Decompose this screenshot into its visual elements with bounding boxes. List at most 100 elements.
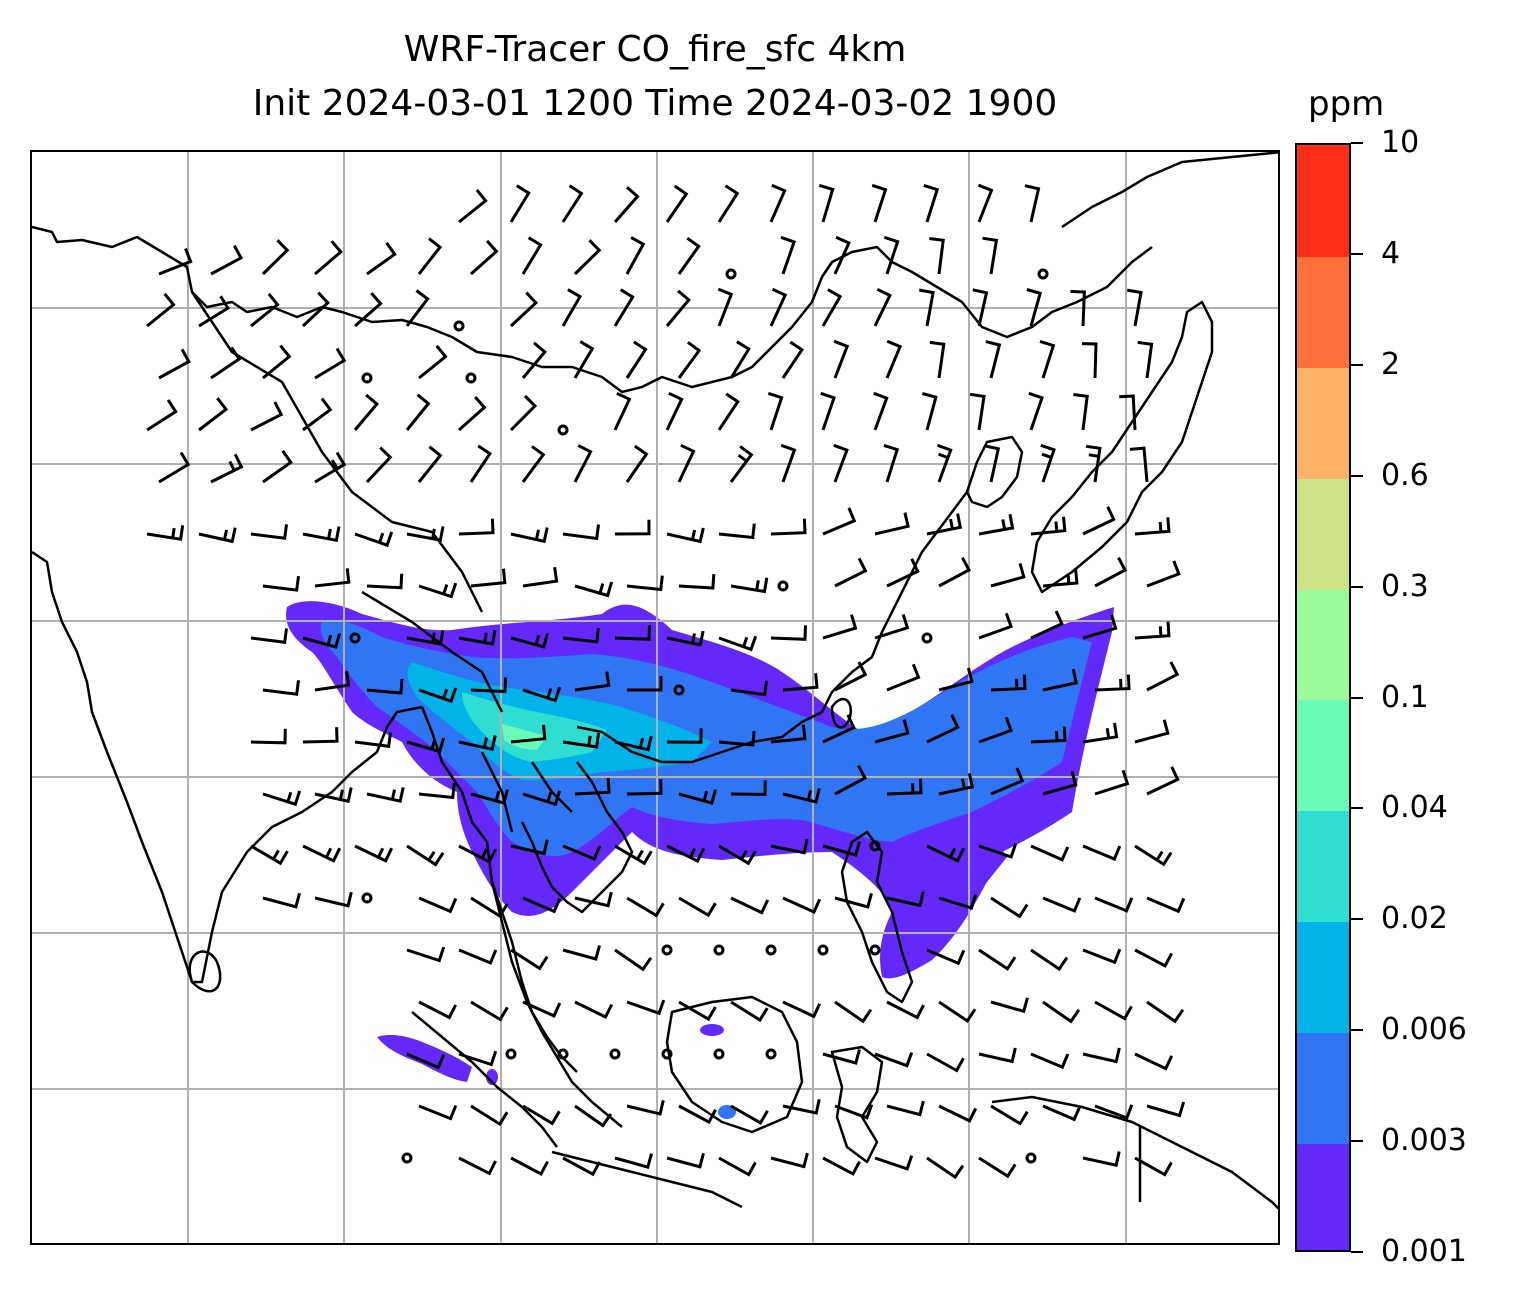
wind-barb bbox=[418, 1104, 458, 1121]
wind-barb bbox=[562, 945, 601, 961]
wind-barb bbox=[626, 999, 666, 1016]
colorbar-tick bbox=[1351, 807, 1363, 810]
wind-barb bbox=[1030, 726, 1067, 744]
wind-barb bbox=[1082, 844, 1122, 861]
wind-barb bbox=[1146, 661, 1180, 692]
wind-barb bbox=[614, 948, 653, 972]
wind-barb bbox=[510, 724, 547, 744]
wind-barb bbox=[521, 236, 543, 275]
wind-barb bbox=[521, 341, 547, 379]
calm-circle bbox=[817, 944, 829, 956]
colorbar-tick bbox=[1351, 363, 1363, 366]
wind-barb bbox=[561, 288, 583, 327]
wind-barb bbox=[938, 1104, 978, 1123]
wind-barb bbox=[938, 772, 975, 796]
wind-barb bbox=[718, 635, 758, 652]
wind-barb bbox=[1026, 288, 1043, 327]
wind-barb bbox=[625, 236, 646, 275]
wind-barb bbox=[767, 391, 784, 431]
wind-barb bbox=[510, 1156, 549, 1177]
wind-barb bbox=[782, 896, 822, 914]
calm-circle bbox=[765, 1048, 777, 1060]
wind-barb bbox=[833, 443, 849, 483]
wind-barb bbox=[458, 1050, 498, 1067]
wind-barb bbox=[822, 841, 861, 857]
wind-barb bbox=[509, 291, 539, 328]
colorbar bbox=[1295, 143, 1351, 1252]
wind-barb bbox=[717, 392, 740, 431]
wind-barb bbox=[405, 289, 430, 327]
wind-barb bbox=[665, 391, 684, 431]
wind-barb bbox=[146, 525, 185, 541]
wind-barb bbox=[985, 340, 1002, 379]
wind-barb bbox=[834, 764, 868, 796]
wind-barb bbox=[871, 183, 888, 223]
wind-barb bbox=[1039, 339, 1056, 379]
wind-barb bbox=[886, 778, 923, 796]
colorbar-tick-label: 0.003 bbox=[1381, 1123, 1467, 1159]
wind-barb bbox=[314, 671, 351, 692]
wind-barb bbox=[250, 292, 280, 328]
colorbar-segment bbox=[1297, 366, 1349, 479]
wind-barb bbox=[730, 780, 767, 796]
wind-barb bbox=[678, 896, 717, 918]
wind-barb bbox=[1134, 1052, 1174, 1071]
map-canvas bbox=[32, 152, 1278, 1243]
wind-barb bbox=[562, 844, 602, 861]
wind-barb bbox=[262, 680, 300, 696]
wind-barb bbox=[625, 340, 648, 379]
colorbar-tick-label: 0.001 bbox=[1381, 1234, 1467, 1269]
wind-barb bbox=[561, 184, 584, 223]
wind-barb bbox=[1082, 722, 1119, 744]
colorbar-segment bbox=[1297, 255, 1349, 368]
wind-barb bbox=[314, 240, 343, 276]
wind-barb bbox=[626, 896, 665, 918]
wind-barb bbox=[1146, 1101, 1186, 1118]
wind-barb bbox=[613, 288, 635, 327]
wind-barb bbox=[417, 445, 443, 483]
wind-barb bbox=[158, 451, 191, 484]
wind-barb bbox=[666, 1152, 705, 1169]
wind-barb bbox=[990, 562, 1026, 588]
wind-barb bbox=[874, 1155, 914, 1171]
wind-barb bbox=[574, 891, 613, 908]
wind-barb bbox=[730, 896, 770, 915]
wind-barb bbox=[1070, 290, 1086, 327]
wind-barb bbox=[874, 1052, 914, 1068]
wind-barb bbox=[923, 183, 940, 223]
plume-south-2 bbox=[377, 1034, 472, 1082]
colorbar-tick bbox=[1351, 585, 1363, 588]
wind-barb bbox=[470, 677, 508, 694]
colorbar-tick-label: 0.04 bbox=[1381, 790, 1448, 826]
wind-barb bbox=[666, 527, 705, 544]
calm-circle bbox=[557, 1048, 569, 1060]
wind-barb bbox=[770, 518, 807, 536]
wind-barb bbox=[822, 614, 858, 640]
wind-barb bbox=[625, 444, 649, 483]
wind-barb bbox=[614, 625, 651, 641]
colorbar-tick-label: 2 bbox=[1381, 346, 1401, 382]
wind-barb bbox=[1082, 506, 1116, 536]
wind-barb bbox=[1146, 560, 1181, 588]
colorbar-segment bbox=[1297, 921, 1349, 1034]
wind-barb bbox=[626, 575, 664, 592]
wind-barb bbox=[146, 399, 178, 432]
wind-barb bbox=[1094, 896, 1134, 913]
colorbar-tick-label: 0.3 bbox=[1381, 568, 1429, 604]
wind-barb bbox=[666, 728, 703, 744]
wind-barb bbox=[718, 730, 756, 747]
wind-barb bbox=[614, 735, 653, 752]
wind-barb bbox=[510, 948, 549, 971]
wind-barb bbox=[1094, 769, 1130, 796]
wind-barb bbox=[1073, 393, 1089, 431]
calm-circle bbox=[869, 840, 881, 852]
wind-barb bbox=[470, 789, 509, 805]
wind-barb bbox=[522, 896, 562, 914]
calm-circle bbox=[609, 1048, 621, 1060]
wind-barb bbox=[820, 391, 836, 431]
colorbar-tick bbox=[1351, 1140, 1363, 1143]
wind-barb bbox=[1082, 614, 1118, 640]
wind-barb bbox=[613, 391, 632, 431]
colorbar-tick bbox=[1351, 142, 1363, 144]
wind-barb bbox=[521, 445, 546, 483]
